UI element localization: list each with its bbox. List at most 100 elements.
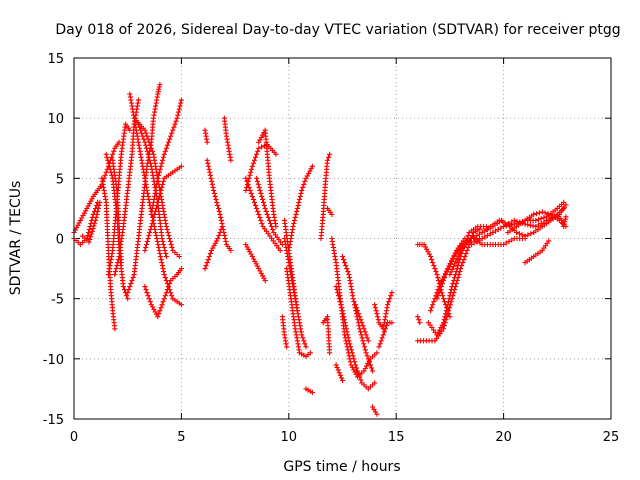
data-point xyxy=(164,142,170,148)
data-point xyxy=(300,335,306,341)
data-point xyxy=(338,375,344,381)
data-point xyxy=(452,272,459,278)
data-point xyxy=(158,163,164,169)
data-point xyxy=(256,145,262,151)
data-point xyxy=(158,305,164,311)
data-point xyxy=(149,220,155,227)
data-point xyxy=(147,299,153,305)
data-point xyxy=(352,359,358,365)
data-point xyxy=(249,193,255,199)
data-point xyxy=(373,308,379,314)
series-arc19 xyxy=(221,115,234,163)
data-point xyxy=(254,175,260,181)
data-point xyxy=(284,344,290,350)
series-arc22 xyxy=(243,241,268,284)
data-point xyxy=(178,163,184,169)
data-point xyxy=(206,166,212,172)
data-point xyxy=(127,91,133,97)
data-point xyxy=(433,269,439,275)
data-point xyxy=(216,232,222,239)
data-point xyxy=(160,178,166,184)
data-point xyxy=(252,202,259,208)
data-point xyxy=(215,235,221,242)
data-point xyxy=(361,341,367,347)
data-point xyxy=(302,341,308,347)
data-point xyxy=(492,228,499,234)
data-point xyxy=(218,214,224,220)
data-point xyxy=(258,217,264,223)
data-point xyxy=(88,234,94,240)
data-point xyxy=(246,175,252,181)
data-point xyxy=(143,241,150,248)
data-point xyxy=(361,344,368,350)
data-point xyxy=(300,184,306,190)
data-point xyxy=(344,329,350,335)
series-arc13 xyxy=(142,266,184,320)
data-point xyxy=(146,232,152,239)
x-tick-label: 15 xyxy=(388,430,405,445)
data-point xyxy=(142,127,148,133)
data-point xyxy=(452,275,458,281)
data-point xyxy=(157,308,163,314)
data-point xyxy=(145,293,151,299)
data-point xyxy=(533,223,539,230)
data-point xyxy=(209,181,215,187)
data-point xyxy=(161,272,167,278)
data-point xyxy=(339,377,346,384)
series-arc38 xyxy=(352,302,371,344)
data-point xyxy=(352,302,358,308)
x-tick-label: 25 xyxy=(603,430,620,445)
data-point xyxy=(381,323,387,329)
data-point xyxy=(301,338,307,344)
data-point xyxy=(143,287,149,293)
data-point xyxy=(456,250,462,256)
series-arc37 xyxy=(333,362,346,384)
data-point xyxy=(156,86,162,92)
data-point xyxy=(530,223,536,229)
data-point xyxy=(208,175,214,181)
data-point xyxy=(302,178,308,184)
data-point xyxy=(207,172,213,178)
data-point xyxy=(256,184,262,190)
data-point xyxy=(449,266,455,272)
data-point xyxy=(144,238,150,245)
data-point xyxy=(440,296,447,302)
data-point xyxy=(263,208,269,214)
data-point xyxy=(339,308,346,314)
data-point xyxy=(112,272,118,278)
data-point xyxy=(255,208,261,214)
data-point xyxy=(144,148,150,154)
series-arc35 xyxy=(333,284,378,392)
data-point xyxy=(148,145,154,151)
data-point xyxy=(151,154,157,160)
data-point xyxy=(282,335,288,341)
data-point xyxy=(545,211,551,217)
data-point xyxy=(154,235,160,242)
data-point xyxy=(265,214,271,220)
data-point xyxy=(476,231,482,237)
data-point xyxy=(112,326,118,332)
data-point xyxy=(538,220,544,227)
series-arc32 xyxy=(324,205,335,217)
data-point xyxy=(103,169,109,175)
data-point xyxy=(450,264,457,270)
data-point xyxy=(109,250,115,257)
data-point xyxy=(215,205,222,211)
data-point xyxy=(417,320,423,326)
data-point xyxy=(345,269,351,275)
data-point xyxy=(346,272,352,278)
series-arc30 xyxy=(303,386,315,396)
y-tick-label: 10 xyxy=(47,112,64,127)
data-point xyxy=(434,290,440,296)
data-point xyxy=(501,223,507,230)
data-point xyxy=(452,261,458,267)
data-point xyxy=(143,145,150,151)
data-point xyxy=(156,311,162,317)
y-tick-label: -5 xyxy=(51,293,64,308)
data-point xyxy=(120,284,126,290)
data-point xyxy=(248,190,254,196)
data-point xyxy=(216,208,222,214)
data-point xyxy=(297,193,303,199)
data-point xyxy=(225,142,231,148)
data-point xyxy=(145,193,151,199)
